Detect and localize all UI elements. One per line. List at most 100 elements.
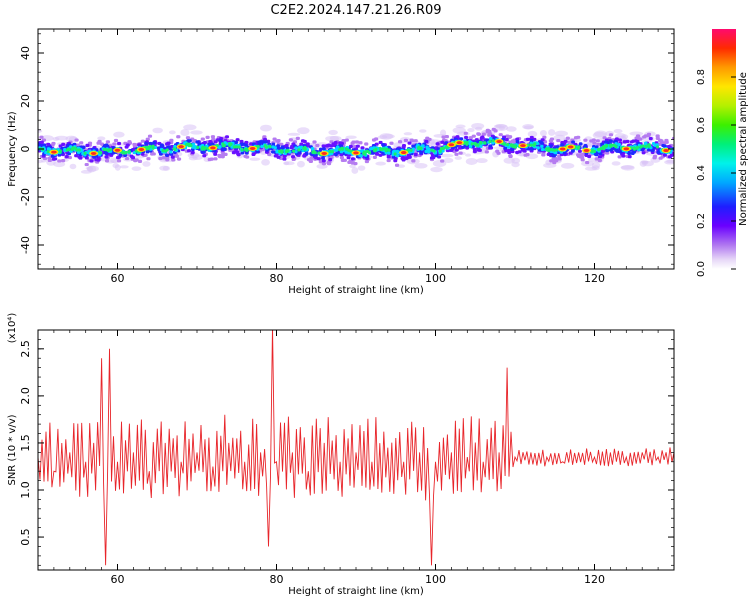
heatmap-cell [310, 147, 315, 151]
heatmap-cell [454, 152, 459, 156]
heatmap-cell [646, 132, 652, 136]
heatmap-cell [577, 149, 582, 153]
heatmap-halo-cell [476, 158, 488, 164]
heatmap-cell [354, 140, 360, 144]
colorbar-tick-label: 0.0 [696, 261, 707, 277]
heatmap-cell [334, 147, 339, 151]
heatmap-cell [424, 139, 429, 144]
heatmap-cell [170, 155, 175, 159]
heatmap-cell [46, 149, 50, 154]
heatmap-cell [335, 151, 340, 155]
heatmap-cell [662, 141, 667, 145]
heatmap-peak-core [353, 151, 359, 155]
heatmap-cell [553, 148, 557, 152]
heatmap-cell [639, 145, 643, 149]
heatmap-cell [306, 158, 312, 162]
heatmap-halo-cell [113, 131, 125, 138]
heatmap-halo-cell [471, 122, 485, 130]
heatmap-peak-core [448, 143, 455, 147]
heatmap-cell [193, 146, 198, 150]
heatmap-cell [239, 139, 244, 144]
heatmap-cell [360, 146, 365, 150]
heatmap-cell [291, 155, 296, 159]
heatmap-cell [419, 151, 423, 155]
spectrogram-y-axis-label: Frequency (Hz) [7, 111, 18, 187]
snr-x-tick-label: 80 [270, 573, 284, 586]
heatmap-cell [578, 142, 583, 146]
heatmap-cell [219, 136, 224, 141]
heatmap-peak-core [114, 148, 121, 152]
heatmap-cell [348, 159, 353, 163]
heatmap-cell [355, 144, 360, 148]
heatmap-cell [104, 159, 110, 163]
heatmap-cell [507, 150, 512, 155]
heatmap-cell [542, 135, 547, 139]
heatmap-cell [540, 144, 544, 148]
heatmap-cell [263, 144, 267, 148]
heatmap-cell [549, 144, 553, 148]
heatmap-cell [303, 145, 307, 150]
heatmap-cell [481, 132, 486, 136]
heatmap-halo-cell [430, 166, 443, 173]
heatmap-cell [491, 141, 495, 145]
snr-y-tick-label: 2.5 [19, 340, 32, 358]
heatmap-cell [472, 149, 477, 154]
heatmap-cell [622, 140, 627, 144]
colorbar-tick-label: 0.8 [696, 69, 707, 85]
heatmap-cell [117, 141, 122, 146]
heatmap-cell [567, 140, 572, 145]
heatmap-cell [79, 141, 84, 145]
heatmap-cell [240, 151, 245, 155]
snr-y-tick-label: 1.0 [19, 481, 32, 499]
heatmap-peak-core [321, 151, 328, 155]
heatmap-halo-cell [249, 157, 261, 161]
heatmap-halo-cell [261, 159, 270, 166]
heatmap-cell [292, 149, 296, 153]
heatmap-cell [57, 159, 62, 163]
heatmap-cell [514, 145, 518, 149]
heatmap-halo-cell [527, 130, 538, 138]
spectrogram-x-tick-label: 60 [111, 272, 125, 285]
heatmap-cell [424, 149, 428, 154]
heatmap-cell [169, 138, 174, 142]
heatmap-cell [667, 145, 672, 149]
heatmap-cell [491, 138, 495, 143]
heatmap-cell [209, 157, 214, 161]
heatmap-cell [92, 155, 96, 159]
heatmap-cell [643, 134, 648, 138]
heatmap-cell [46, 147, 51, 151]
heatmap-cell [237, 145, 241, 149]
heatmap-cell [221, 147, 225, 151]
heatmap-cell [53, 157, 58, 161]
heatmap-cell [190, 150, 195, 155]
heatmap-halo-cell [439, 153, 454, 158]
heatmap-cell [594, 157, 599, 161]
heatmap-cell [562, 151, 567, 155]
heatmap-cell [218, 139, 223, 143]
snr-y-multiplier: (x10⁴) [7, 313, 18, 344]
heatmap-cell [403, 138, 408, 142]
heatmap-cell [468, 144, 473, 149]
heatmap-cell [461, 145, 466, 149]
heatmap-cell [444, 141, 449, 145]
spectrogram-y-tick-label: 20 [19, 94, 32, 108]
heatmap-cell [133, 159, 138, 163]
heatmap-halo-cell [467, 127, 475, 133]
heatmap-halo-cell [561, 162, 575, 169]
heatmap-cell [106, 148, 110, 153]
heatmap-cell [439, 147, 443, 151]
heatmap-cell [97, 139, 102, 144]
heatmap-cell [667, 155, 672, 159]
heatmap-cell [278, 149, 282, 153]
heatmap-cell [411, 144, 416, 148]
heatmap-cell [294, 146, 298, 150]
heatmap-cell [245, 148, 249, 152]
heatmap-cell [358, 141, 363, 145]
heatmap-cell [535, 141, 540, 146]
heatmap-cell [74, 154, 79, 158]
spectrogram-y-tick-label: -40 [19, 236, 32, 254]
heatmap-cell [161, 149, 165, 153]
heatmap-cell [137, 143, 142, 147]
heatmap-cell [171, 158, 176, 162]
